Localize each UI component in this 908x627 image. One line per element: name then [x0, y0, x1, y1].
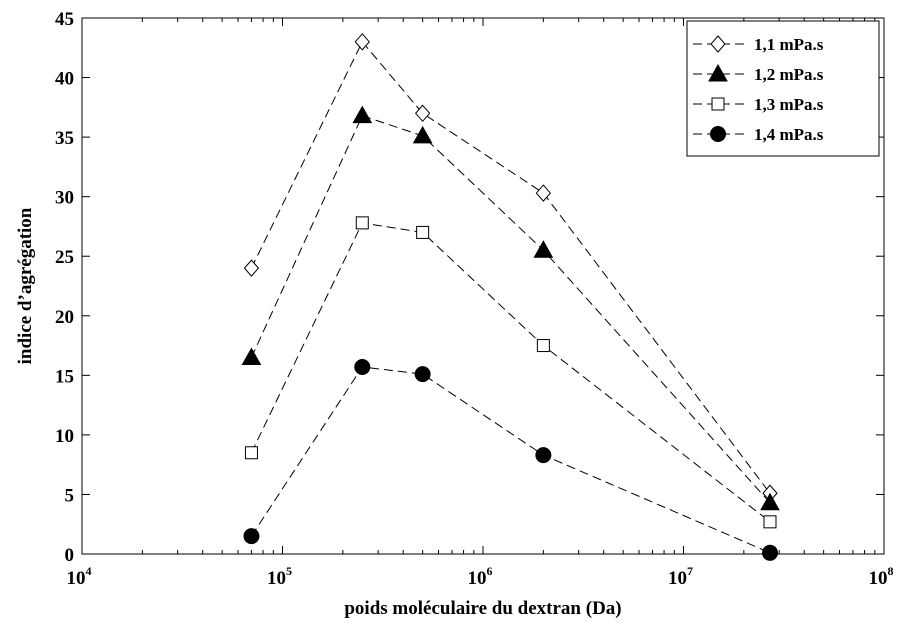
x-tick-base: 10: [67, 568, 86, 589]
x-tick-exponent: 4: [86, 564, 92, 578]
legend-item: 1,1 mPa.s: [693, 35, 824, 54]
data-point: [416, 225, 430, 239]
legend-label: 1,1 mPa.s: [754, 35, 824, 54]
data-point: [414, 366, 431, 383]
data-point: [533, 240, 554, 258]
y-axis-label: indice d’agrégation: [15, 207, 36, 364]
y-tick-label: 20: [55, 307, 74, 328]
series-4: [243, 358, 778, 561]
data-point: [412, 125, 433, 144]
y-tick-label: 45: [55, 9, 74, 30]
legend-item: 1,3 mPa.s: [693, 95, 824, 114]
legend-marker: [711, 97, 725, 111]
data-point: [414, 104, 431, 123]
series-line: [250, 115, 771, 504]
y-tick-label: 15: [55, 366, 74, 387]
y-tick-label: 35: [55, 128, 74, 149]
y-tick-label: 40: [55, 69, 74, 90]
y-tick-label: 25: [55, 247, 74, 268]
data-point: [760, 492, 780, 511]
x-tick-label: 105: [267, 564, 292, 589]
data-point: [241, 347, 262, 365]
x-tick-exponent: 6: [487, 564, 493, 578]
y-tick-label: 30: [55, 188, 74, 209]
x-tick-label: 106: [468, 564, 493, 589]
data-point: [244, 446, 258, 460]
legend-item: 1,4 mPa.s: [693, 125, 824, 144]
x-tick-label: 104: [67, 564, 92, 589]
data-point: [535, 447, 552, 464]
y-tick-label: 5: [65, 485, 75, 506]
legend-label: 1,3 mPa.s: [754, 95, 824, 114]
x-tick-base: 10: [668, 568, 687, 589]
legend-marker: [710, 126, 726, 142]
x-tick-base: 10: [267, 568, 286, 589]
series-layer: [241, 33, 780, 561]
data-point: [536, 339, 550, 353]
x-tick-exponent: 7: [687, 564, 693, 578]
data-point: [535, 184, 552, 202]
data-point: [243, 259, 260, 277]
x-tick-label: 108: [869, 564, 894, 589]
y-tick-label: 0: [65, 545, 75, 566]
x-tick-base: 10: [869, 568, 888, 589]
x-tick-exponent: 5: [286, 564, 292, 578]
legend-marker: [708, 63, 728, 82]
data-point: [761, 544, 778, 561]
data-point: [354, 33, 370, 51]
y-axis-ticks: 0 5 10 15 20 25 30 35 40 45: [55, 9, 884, 566]
x-tick-label: 107: [668, 564, 693, 589]
series-line: [250, 222, 771, 523]
data-point: [763, 515, 777, 529]
legend: 1,1 mPa.s 1,2 mPa.s 1,3 mPa.s 1,4 mPa.s: [686, 20, 880, 157]
legend-marker: [710, 35, 726, 53]
x-tick-exponent: 8: [888, 564, 894, 578]
series-line: [250, 40, 771, 494]
x-axis-label: poids moléculaire du dextran (Da): [344, 598, 621, 619]
series-2: [241, 105, 780, 511]
y-tick-label: 10: [55, 426, 74, 447]
data-point: [354, 358, 371, 375]
series-3: [244, 216, 777, 529]
data-point: [243, 528, 260, 545]
legend-item: 1,2 mPa.s: [693, 63, 824, 84]
x-axis-ticks: 104 105 106 107 108: [67, 18, 894, 589]
data-point: [352, 105, 373, 124]
legend-label: 1,2 mPa.s: [754, 65, 824, 84]
series-line: [250, 366, 771, 554]
legend-label: 1,4 mPa.s: [754, 125, 824, 144]
x-tick-base: 10: [468, 568, 487, 589]
data-point: [355, 216, 369, 230]
